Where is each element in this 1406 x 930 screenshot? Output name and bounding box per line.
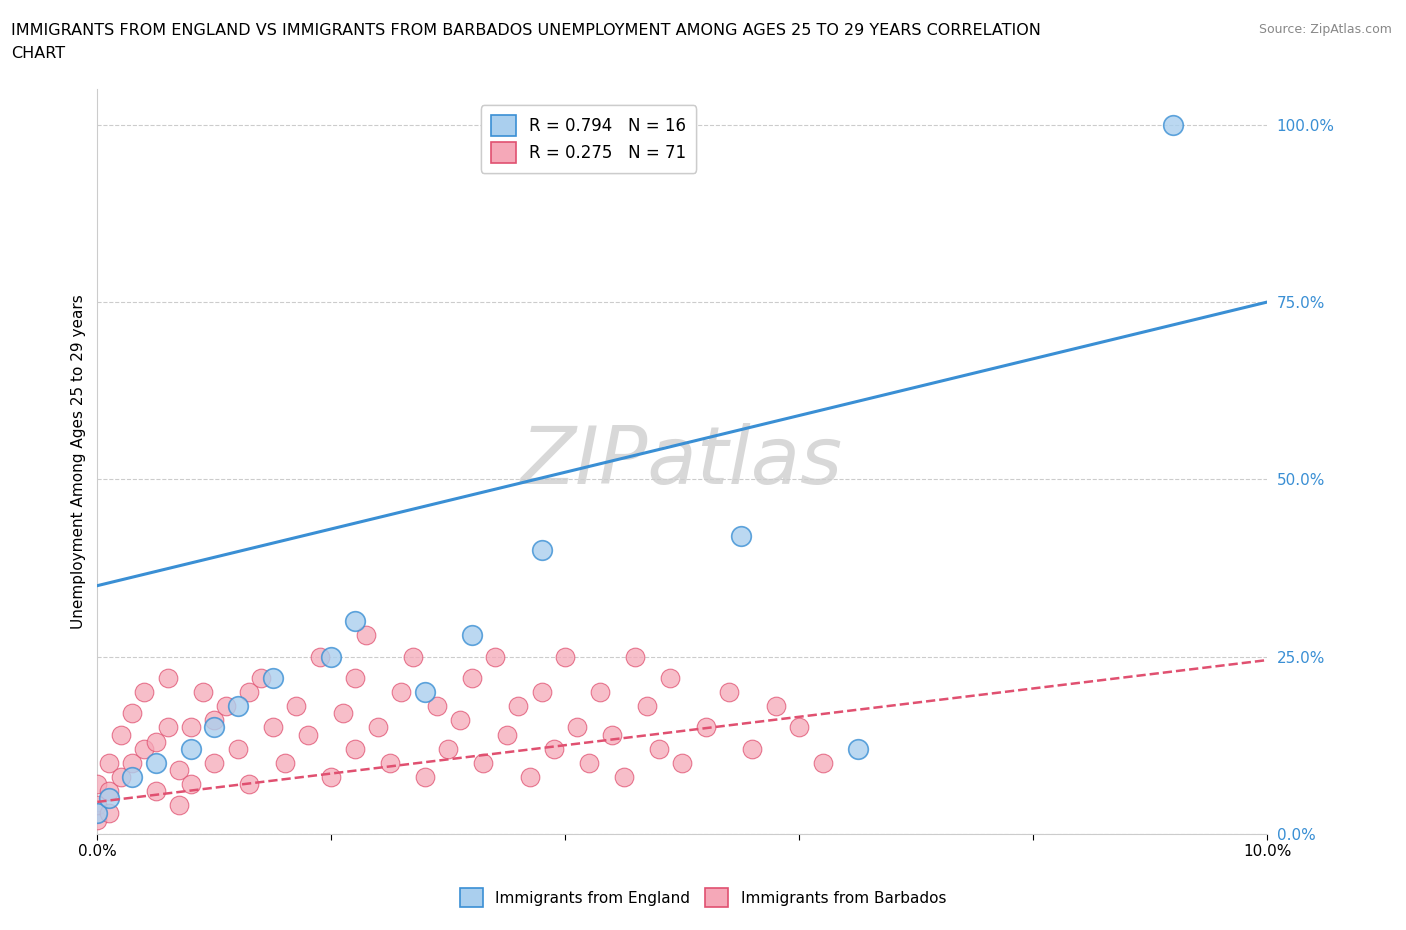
Point	[425, 698, 447, 713]
Point	[624, 649, 647, 664]
Point	[519, 770, 541, 785]
Point	[671, 755, 693, 770]
Point	[110, 727, 132, 742]
Point	[765, 698, 787, 713]
Point	[343, 741, 366, 756]
Point	[156, 720, 179, 735]
Point	[86, 777, 108, 791]
Point	[202, 755, 225, 770]
Point	[86, 812, 108, 827]
Point	[250, 671, 273, 685]
Point	[508, 698, 530, 713]
Legend: R = 0.794   N = 16, R = 0.275   N = 71: R = 0.794 N = 16, R = 0.275 N = 71	[481, 105, 696, 172]
Point	[530, 543, 553, 558]
Point	[238, 777, 260, 791]
Point	[121, 755, 143, 770]
Point	[180, 777, 202, 791]
Point	[134, 684, 156, 699]
Point	[437, 741, 460, 756]
Text: CHART: CHART	[11, 46, 65, 61]
Point	[273, 755, 295, 770]
Point	[238, 684, 260, 699]
Point	[98, 790, 121, 805]
Point	[121, 770, 143, 785]
Point	[191, 684, 214, 699]
Point	[391, 684, 413, 699]
Point	[530, 684, 553, 699]
Point	[413, 770, 436, 785]
Point	[202, 720, 225, 735]
Point	[811, 755, 834, 770]
Point	[297, 727, 319, 742]
Point	[167, 763, 190, 777]
Point	[495, 727, 517, 742]
Point	[484, 649, 506, 664]
Point	[543, 741, 565, 756]
Point	[589, 684, 612, 699]
Legend: Immigrants from England, Immigrants from Barbados: Immigrants from England, Immigrants from…	[454, 883, 952, 913]
Y-axis label: Unemployment Among Ages 25 to 29 years: Unemployment Among Ages 25 to 29 years	[72, 294, 86, 629]
Point	[167, 798, 190, 813]
Point	[262, 720, 284, 735]
Point	[145, 734, 167, 749]
Point	[378, 755, 401, 770]
Text: IMMIGRANTS FROM ENGLAND VS IMMIGRANTS FROM BARBADOS UNEMPLOYMENT AMONG AGES 25 T: IMMIGRANTS FROM ENGLAND VS IMMIGRANTS FR…	[11, 23, 1040, 38]
Point	[402, 649, 425, 664]
Point	[134, 741, 156, 756]
Point	[659, 671, 682, 685]
Point	[472, 755, 495, 770]
Point	[741, 741, 763, 756]
Point	[86, 798, 108, 813]
Point	[215, 698, 238, 713]
Point	[578, 755, 600, 770]
Point	[1163, 117, 1185, 132]
Point	[460, 628, 482, 643]
Point	[321, 649, 343, 664]
Point	[695, 720, 717, 735]
Point	[343, 614, 366, 629]
Point	[356, 628, 378, 643]
Text: Source: ZipAtlas.com: Source: ZipAtlas.com	[1258, 23, 1392, 36]
Point	[98, 805, 121, 820]
Point	[600, 727, 623, 742]
Point	[717, 684, 740, 699]
Point	[343, 671, 366, 685]
Point	[121, 706, 143, 721]
Text: ZIPatlas: ZIPatlas	[522, 422, 844, 500]
Point	[613, 770, 636, 785]
Point	[321, 770, 343, 785]
Point	[413, 684, 436, 699]
Point	[86, 805, 108, 820]
Point	[332, 706, 354, 721]
Point	[98, 784, 121, 799]
Point	[156, 671, 179, 685]
Point	[846, 741, 869, 756]
Point	[449, 713, 471, 728]
Point	[367, 720, 389, 735]
Point	[226, 741, 249, 756]
Point	[98, 755, 121, 770]
Point	[565, 720, 588, 735]
Point	[308, 649, 330, 664]
Point	[180, 720, 202, 735]
Point	[202, 713, 225, 728]
Point	[285, 698, 308, 713]
Point	[787, 720, 810, 735]
Point	[554, 649, 576, 664]
Point	[460, 671, 482, 685]
Point	[636, 698, 658, 713]
Point	[180, 741, 202, 756]
Point	[226, 698, 249, 713]
Point	[730, 528, 752, 543]
Point	[145, 784, 167, 799]
Point	[648, 741, 671, 756]
Point	[110, 770, 132, 785]
Point	[145, 755, 167, 770]
Point	[262, 671, 284, 685]
